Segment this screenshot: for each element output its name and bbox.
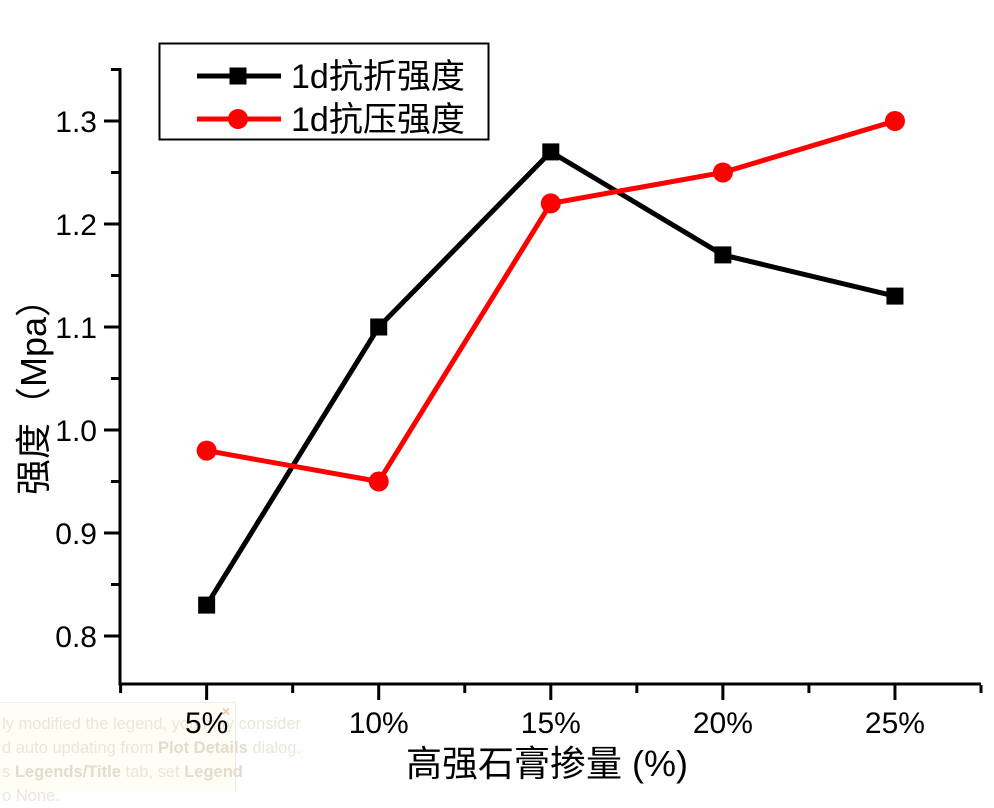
tooltip-line-2: d auto updating from Plot Details dialog… — [2, 739, 302, 757]
y-tick-label: 0.8 — [55, 621, 97, 654]
data-point-circle — [540, 193, 561, 214]
series-2 — [196, 111, 905, 492]
x-tick-label: 5% — [185, 707, 228, 740]
legend-entry-2: 1d抗压强度 — [197, 101, 465, 139]
legend-box — [158, 42, 490, 141]
data-point-circle — [196, 440, 217, 461]
tick-labels: 0.8 0.9 1.0 1.1 1.2 1.3 5% 10% 15% 20% 25% — [55, 106, 925, 740]
x-tick-label: 10% — [349, 707, 409, 740]
axis-titles: 高强石膏掺量 (%) 强度（Mpa） — [13, 281, 688, 784]
series-1 — [198, 143, 904, 614]
axes — [104, 68, 983, 700]
legend-entry-1: 1d抗折强度 — [197, 58, 465, 96]
tooltip-line-1: ly modified the legend, you may consider — [2, 715, 301, 733]
legend-marker-square — [229, 67, 247, 85]
data-point-circle — [712, 162, 733, 183]
legend-label: 1d抗压强度 — [291, 101, 465, 139]
x-tick-label: 20% — [693, 707, 753, 740]
data-point-square — [714, 246, 732, 264]
x-tick-label: 25% — [865, 707, 925, 740]
legend: 1d抗折强度 1d抗压强度 — [158, 42, 490, 141]
data-point-square — [886, 287, 904, 305]
y-tick-label: 1.2 — [55, 209, 97, 242]
y-axis-title: 强度（Mpa） — [13, 281, 54, 495]
data-point-square — [198, 596, 216, 614]
origin-legend-tooltip: × ly modified the legend, you may consid… — [0, 702, 302, 805]
y-tick-label: 0.9 — [55, 518, 97, 551]
data-point-circle — [884, 111, 905, 131]
series-line — [204, 148, 896, 607]
series-line — [206, 118, 896, 485]
y-tick-label: 1.0 — [55, 415, 97, 448]
x-axis-title: 高强石膏掺量 (%) — [406, 743, 688, 784]
data-point-square — [370, 318, 388, 336]
data-point-square — [542, 143, 560, 161]
legend-marker-circle — [228, 109, 248, 129]
legend-label: 1d抗折强度 — [291, 58, 465, 96]
y-tick-label: 1.1 — [55, 312, 97, 345]
tooltip-close-icon[interactable]: × — [221, 703, 230, 719]
tooltip-line-3: s Legends/Title tab, set Legend — [2, 763, 243, 781]
data-point-circle — [368, 471, 389, 492]
x-tick-label: 15% — [521, 707, 581, 740]
y-tick-label: 1.3 — [55, 106, 97, 139]
